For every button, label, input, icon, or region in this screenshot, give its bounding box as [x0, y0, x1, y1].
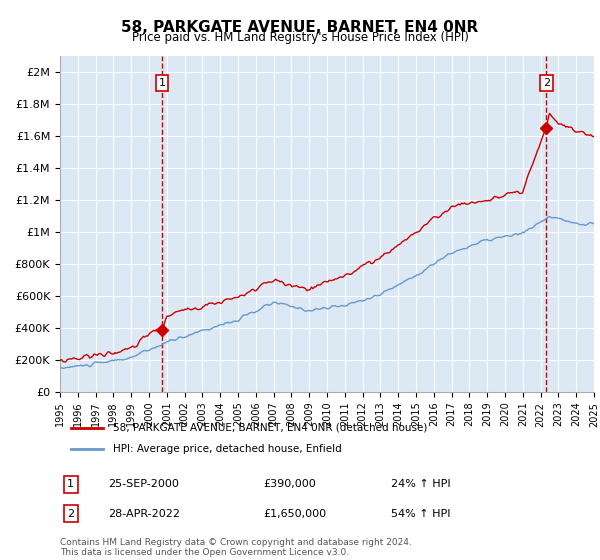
Text: 24% ↑ HPI: 24% ↑ HPI: [391, 479, 451, 489]
Text: 58, PARKGATE AVENUE, BARNET, EN4 0NR: 58, PARKGATE AVENUE, BARNET, EN4 0NR: [121, 20, 479, 35]
Text: 1: 1: [158, 78, 166, 88]
Text: HPI: Average price, detached house, Enfield: HPI: Average price, detached house, Enfi…: [113, 444, 342, 454]
Text: Contains HM Land Registry data © Crown copyright and database right 2024.
This d: Contains HM Land Registry data © Crown c…: [60, 538, 412, 557]
Text: Price paid vs. HM Land Registry's House Price Index (HPI): Price paid vs. HM Land Registry's House …: [131, 31, 469, 44]
Text: £390,000: £390,000: [263, 479, 316, 489]
Text: 1: 1: [67, 479, 74, 489]
Text: 58, PARKGATE AVENUE, BARNET, EN4 0NR (detached house): 58, PARKGATE AVENUE, BARNET, EN4 0NR (de…: [113, 423, 428, 433]
Text: 28-APR-2022: 28-APR-2022: [108, 509, 180, 519]
Text: 2: 2: [67, 509, 74, 519]
Text: £1,650,000: £1,650,000: [263, 509, 326, 519]
Text: 54% ↑ HPI: 54% ↑ HPI: [391, 509, 451, 519]
Text: 2: 2: [543, 78, 550, 88]
Text: 25-SEP-2000: 25-SEP-2000: [108, 479, 179, 489]
